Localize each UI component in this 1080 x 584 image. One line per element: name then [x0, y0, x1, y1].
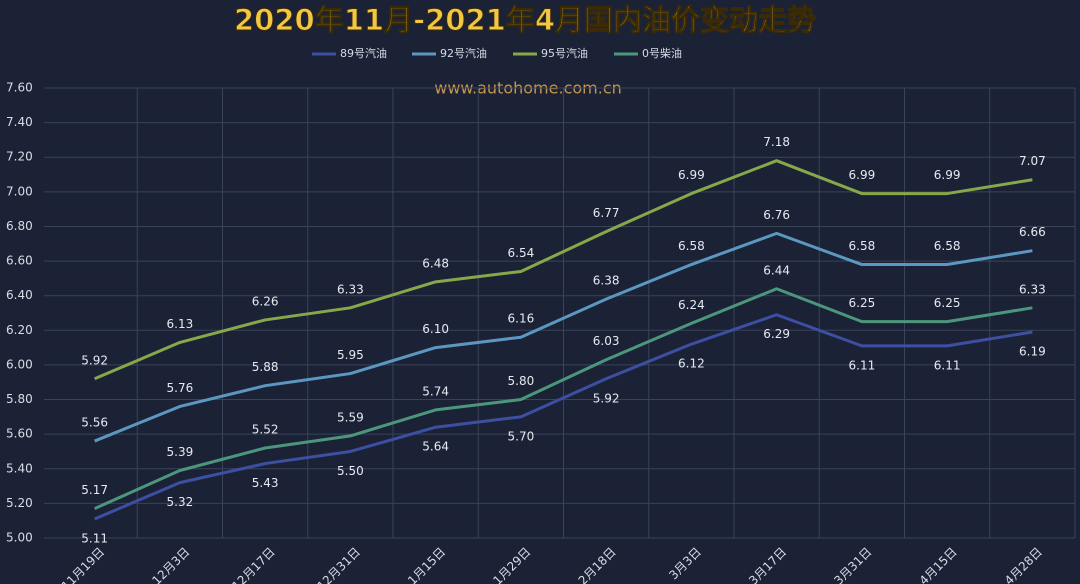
data-label: 6.33 [1019, 282, 1046, 296]
data-label: 5.92 [593, 391, 620, 405]
data-label: 6.44 [763, 263, 790, 277]
data-label: 5.64 [422, 440, 449, 454]
data-label: 6.25 [849, 296, 876, 310]
data-label: 5.11 [81, 531, 108, 545]
data-label: 6.13 [167, 317, 194, 331]
data-label: 5.39 [167, 445, 194, 459]
data-label: 6.99 [678, 168, 705, 182]
data-label: 6.58 [934, 239, 961, 253]
data-label: 7.18 [763, 135, 790, 149]
y-tick-label: 6.60 [6, 254, 33, 268]
legend-label: 92号汽油 [440, 46, 487, 60]
data-label: 6.16 [508, 312, 535, 326]
data-label: 6.11 [849, 358, 876, 372]
data-label: 5.92 [81, 353, 108, 367]
data-label: 6.99 [849, 168, 876, 182]
y-tick-label: 5.40 [6, 461, 33, 475]
data-label: 5.88 [252, 360, 279, 374]
data-label: 6.03 [593, 334, 620, 348]
data-label: 6.48 [422, 256, 449, 270]
data-label: 6.77 [593, 206, 620, 220]
data-label: 5.32 [167, 495, 194, 509]
y-tick-label: 5.20 [6, 496, 33, 510]
data-label: 6.66 [1019, 225, 1046, 239]
chart-title: 2020年11月-2021年4月国内油价变动走势 [234, 3, 816, 37]
y-tick-label: 6.80 [6, 219, 33, 233]
data-label: 6.19 [1019, 345, 1046, 359]
data-label: 6.12 [678, 357, 705, 371]
y-tick-label: 6.00 [6, 357, 33, 371]
data-label: 5.52 [252, 423, 279, 437]
data-label: 6.25 [934, 296, 961, 310]
data-label: 6.58 [849, 239, 876, 253]
data-label: 5.59 [337, 410, 364, 424]
data-label: 6.58 [678, 239, 705, 253]
legend-label: 89号汽油 [340, 46, 387, 60]
y-tick-label: 5.80 [6, 392, 33, 406]
data-label: 5.43 [252, 476, 279, 490]
y-tick-label: 6.20 [6, 323, 33, 337]
data-label: 6.29 [763, 327, 790, 341]
data-label: 5.50 [337, 464, 364, 478]
legend-label: 95号汽油 [541, 46, 588, 60]
series-line [94, 287, 1033, 510]
series-line [94, 313, 1033, 521]
data-label: 5.70 [508, 429, 535, 443]
y-tick-label: 7.20 [6, 150, 33, 164]
y-tick-label: 5.60 [6, 427, 33, 441]
data-label: 5.76 [167, 381, 194, 395]
data-label: 6.24 [678, 298, 705, 312]
y-tick-label: 5.00 [6, 531, 33, 545]
data-label: 6.99 [934, 168, 961, 182]
y-tick-label: 7.00 [6, 184, 33, 198]
data-label: 6.76 [763, 208, 790, 222]
data-label: 5.56 [81, 416, 108, 430]
data-label: 5.17 [81, 483, 108, 497]
data-label: 6.38 [593, 274, 620, 288]
data-label: 6.54 [508, 246, 535, 260]
data-label: 6.11 [934, 358, 961, 372]
legend-label: 0号柴油 [642, 46, 682, 60]
data-label: 6.26 [252, 294, 279, 308]
data-label: 5.74 [422, 384, 449, 398]
y-tick-label: 7.40 [6, 115, 33, 129]
data-label: 5.80 [508, 374, 535, 388]
data-label: 5.95 [337, 348, 364, 362]
data-label: 7.07 [1019, 154, 1046, 168]
series-line [94, 231, 1033, 443]
data-label: 6.33 [337, 282, 364, 296]
data-label: 6.10 [422, 322, 449, 336]
y-tick-label: 6.40 [6, 288, 33, 302]
y-tick-label: 7.60 [6, 81, 33, 95]
series-line [94, 159, 1033, 381]
